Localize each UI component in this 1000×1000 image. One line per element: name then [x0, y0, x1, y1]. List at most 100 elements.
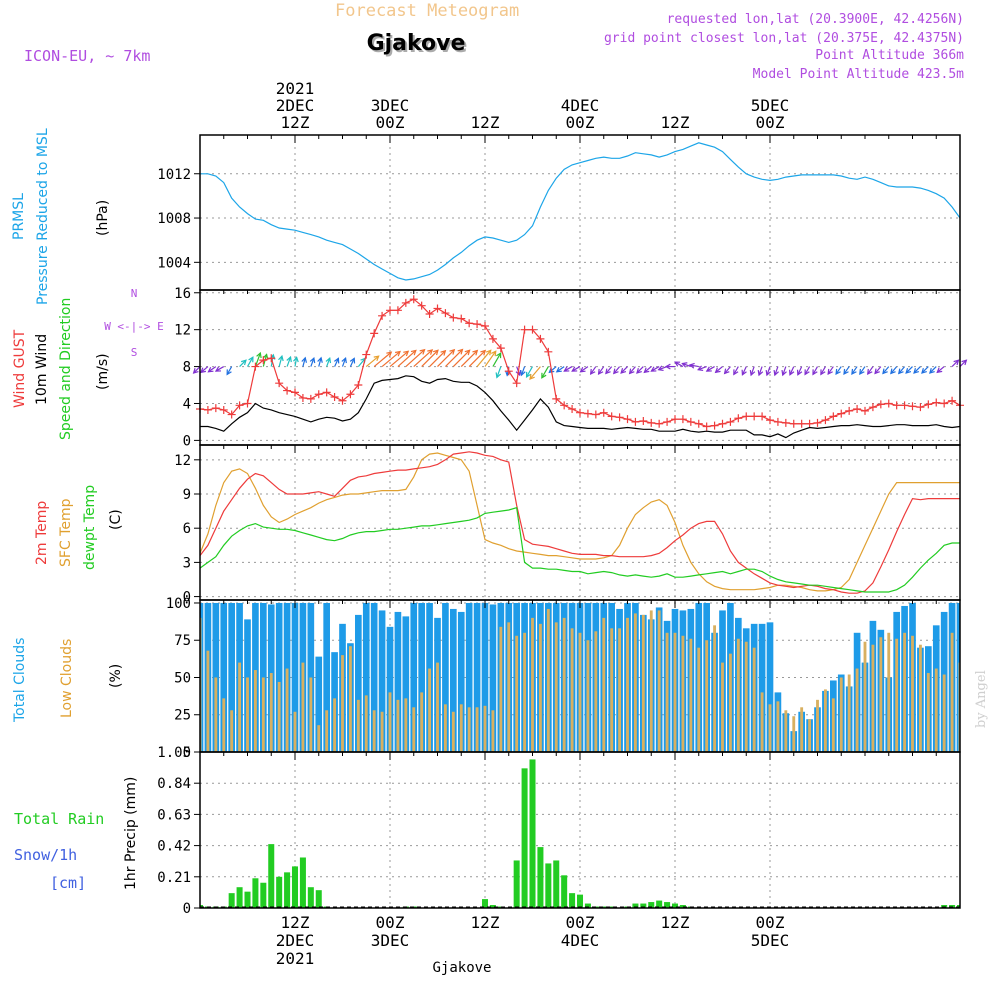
pressure-panel-labels: PRMSL Pressure Reduced to MSL (hPa) — [11, 128, 111, 305]
precip-bar — [228, 893, 235, 908]
plot-panels: 1004100810120481216036912025507510000.21… — [157, 79, 968, 968]
wind-gust-marker — [512, 379, 521, 388]
wind-arrow-shaft — [496, 366, 502, 378]
wind-gust-marker — [291, 388, 299, 397]
wind-arrow — [555, 366, 565, 373]
wind-arrow-shaft — [782, 366, 787, 376]
wind-arrow-shaft — [357, 357, 366, 367]
wind-arrow-head — [548, 367, 555, 374]
y-tick-label: 100 — [166, 596, 191, 612]
low-cloud-bar — [776, 701, 780, 752]
wind-arrow-shaft — [541, 366, 549, 379]
wind-gust-marker — [853, 405, 862, 414]
y-tick-label: 16 — [174, 286, 191, 302]
low-cloud-bar — [309, 677, 313, 752]
low-cloud-bar — [602, 617, 606, 752]
low-cloud-bar — [950, 632, 954, 752]
wind-arrow-shaft — [724, 366, 731, 374]
wind-gust-marker — [544, 347, 553, 356]
low-cloud-bar — [626, 617, 629, 752]
sfc-temp-label: SFC Temp — [58, 498, 74, 567]
low-cloud-bar — [673, 632, 677, 752]
wind-arrow-shaft — [349, 358, 355, 367]
wind-gust-marker — [370, 329, 379, 338]
wind-gust-marker — [433, 304, 442, 313]
wind-gust-marker — [354, 381, 363, 390]
time-label-top: 00Z — [756, 113, 785, 132]
wind-arrow-head — [897, 368, 904, 375]
precip-bar — [244, 891, 251, 908]
clouds-unit-label: (%) — [108, 664, 124, 688]
low-cloud-bar — [253, 670, 257, 752]
low-cloud-bar — [341, 655, 344, 752]
low-cloud-bar — [942, 674, 946, 752]
wind-arrow-head — [612, 368, 619, 375]
low-cloud-bar — [554, 622, 558, 752]
precip-bar — [584, 903, 591, 908]
wind-arrow-head — [555, 366, 562, 373]
total-cloud-bar — [402, 616, 410, 752]
wind-arrow-shaft — [492, 352, 502, 367]
wind-arrow-head — [226, 369, 232, 376]
wind-arrow-shaft — [326, 357, 331, 367]
wind-gust-marker — [488, 334, 497, 343]
time-label-top: 12Z — [281, 113, 310, 132]
wind-arrow-head — [334, 357, 340, 364]
total-cloud-bar — [418, 602, 425, 752]
precip-bar — [529, 759, 536, 908]
wind-gust-marker — [655, 419, 664, 428]
wind-arrow-head — [480, 349, 487, 356]
wind-arrow-shaft — [658, 366, 668, 371]
wind-arrow-shaft — [936, 366, 945, 373]
wind-arrow — [688, 362, 699, 369]
wind-gust-marker — [259, 356, 268, 365]
wind-gust-marker — [908, 402, 917, 411]
low-cloud-bar — [388, 692, 392, 752]
wind-arrow-shaft — [698, 366, 707, 371]
wind-gust-marker — [552, 394, 561, 403]
wind-gust-marker — [773, 417, 782, 426]
total-cloud-bar — [465, 602, 473, 752]
wind-arrow-shaft — [605, 366, 613, 374]
wind-arrow — [796, 366, 803, 376]
low-cloud-bar — [768, 704, 772, 752]
wind-arrow — [741, 366, 747, 376]
wind-arrow-head — [256, 351, 262, 359]
total-rain-label: Total Rain — [14, 810, 104, 828]
wind-arrow-head — [859, 368, 865, 375]
low-cloud-bar — [436, 662, 439, 752]
wind-arrow — [859, 366, 866, 375]
wind-arrow-head — [733, 369, 739, 376]
wind-gust-marker — [900, 401, 909, 410]
total-cloud-bar — [394, 611, 402, 752]
wind-arrow-shaft — [651, 366, 660, 372]
wind-arrow-head — [597, 368, 604, 375]
wind-panel-labels: Wind GUST 10m Wind Speed and Direction (… — [12, 287, 164, 440]
wind-arrow — [874, 366, 882, 375]
wind-arrow — [571, 366, 581, 372]
wind-arrow-shaft — [381, 351, 401, 368]
wind-arrow — [541, 366, 549, 379]
wind-arrow-shaft — [571, 366, 581, 372]
wind-arrow — [714, 366, 723, 374]
time-label-top: 00Z — [376, 113, 405, 132]
wind-arrow-head — [293, 356, 299, 363]
wind-arrow-shaft — [529, 366, 541, 380]
wind-arrow — [643, 366, 652, 374]
wind-arrow-head — [286, 355, 292, 363]
wind-10m-label: 10m Wind — [34, 334, 50, 405]
compass-west-east: W <-|-> E — [104, 320, 164, 333]
wind-arrow-shaft — [598, 366, 605, 375]
wind-arrow-head — [929, 367, 935, 374]
wind-arrow-shaft — [278, 355, 283, 367]
wind-gust-marker — [615, 413, 624, 422]
precip-bar — [481, 899, 489, 908]
time-label-bottom: 12Z — [471, 913, 500, 932]
wind-arrow — [563, 366, 573, 372]
watermark: by Angel — [974, 670, 989, 728]
low-cloud-bar — [325, 710, 329, 752]
time-label-top: 2021 — [276, 79, 315, 98]
wind-arrow — [349, 357, 356, 367]
low-cloud-bar — [792, 716, 796, 752]
wind-arrow-shaft — [341, 357, 347, 367]
